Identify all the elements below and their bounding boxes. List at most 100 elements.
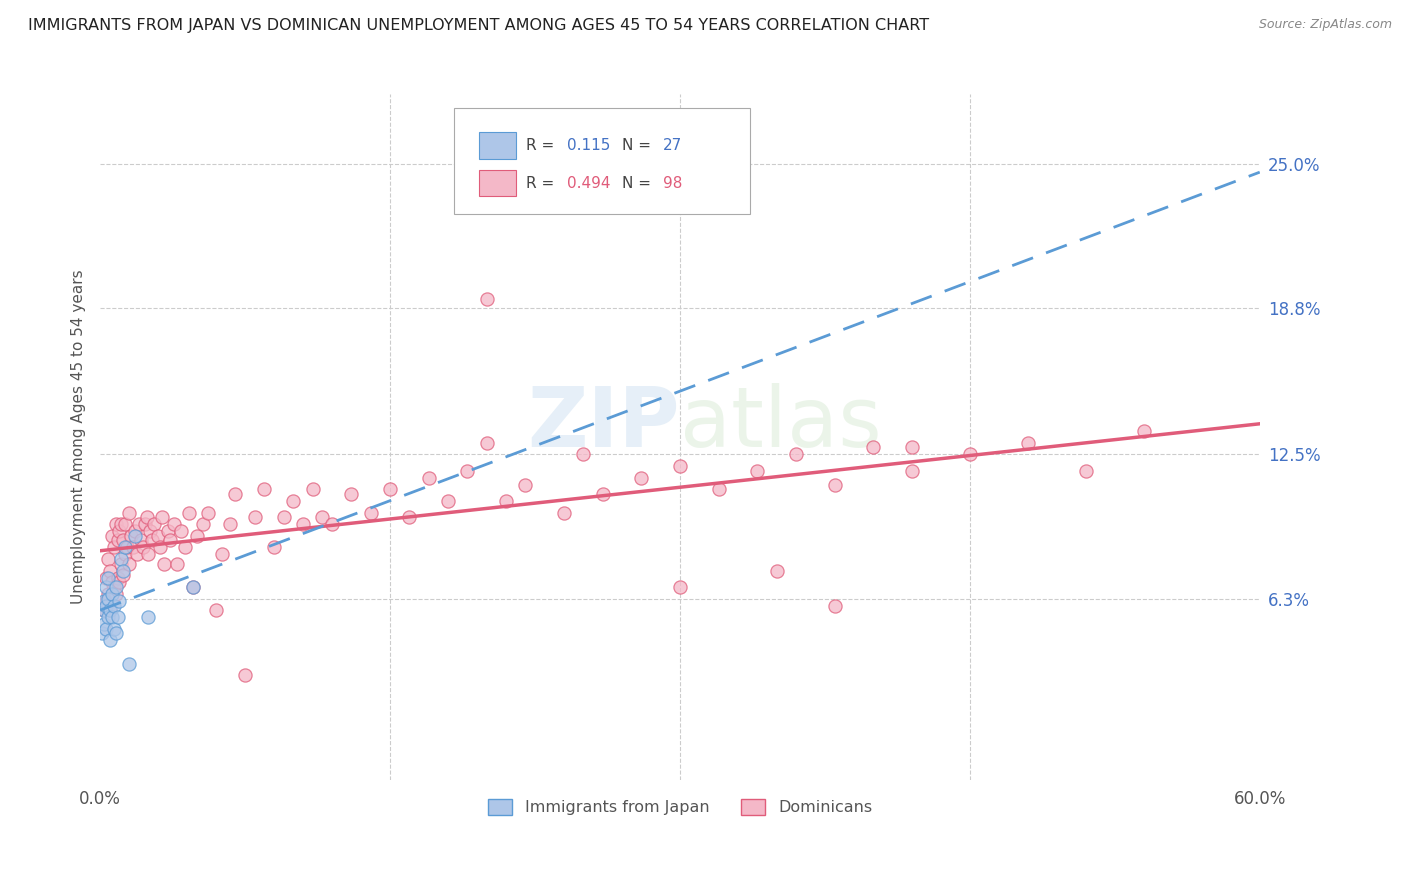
- Point: [112, 568, 135, 582]
- Point: [114, 517, 136, 532]
- Point: [104, 517, 127, 532]
- Text: atlas: atlas: [681, 383, 882, 464]
- Point: [553, 506, 575, 520]
- Point: [107, 533, 129, 548]
- Point: [94, 571, 117, 585]
- Point: [100, 610, 122, 624]
- Point: [1132, 424, 1154, 438]
- Point: [97, 587, 120, 601]
- Point: [263, 541, 285, 555]
- Point: [138, 548, 160, 562]
- Point: [159, 533, 181, 548]
- Point: [103, 622, 125, 636]
- Point: [862, 441, 884, 455]
- Point: [456, 464, 478, 478]
- Point: [205, 603, 228, 617]
- Point: [91, 626, 114, 640]
- Text: 98: 98: [662, 176, 682, 191]
- Point: [149, 541, 172, 555]
- Point: [824, 599, 846, 613]
- Text: N =: N =: [621, 176, 655, 191]
- Point: [97, 591, 120, 606]
- Point: [174, 541, 197, 555]
- Point: [630, 471, 652, 485]
- Point: [156, 524, 179, 538]
- Point: [191, 517, 214, 532]
- Point: [669, 458, 692, 473]
- Text: R =: R =: [526, 176, 558, 191]
- Point: [110, 552, 132, 566]
- Point: [97, 610, 120, 624]
- Point: [398, 510, 420, 524]
- Point: [110, 517, 132, 532]
- Point: [572, 447, 595, 461]
- Point: [122, 541, 145, 555]
- Text: Source: ZipAtlas.com: Source: ZipAtlas.com: [1258, 18, 1392, 31]
- Point: [138, 610, 160, 624]
- Point: [93, 617, 115, 632]
- Point: [785, 447, 807, 461]
- Point: [669, 580, 692, 594]
- Text: R =: R =: [526, 138, 558, 153]
- Point: [94, 599, 117, 613]
- Point: [143, 517, 166, 532]
- Point: [901, 441, 924, 455]
- Point: [135, 510, 157, 524]
- Point: [100, 575, 122, 590]
- Point: [93, 594, 115, 608]
- Point: [233, 668, 256, 682]
- Point: [150, 510, 173, 524]
- Point: [103, 580, 125, 594]
- Point: [114, 541, 136, 555]
- Point: [197, 506, 219, 520]
- Point: [107, 571, 129, 585]
- Point: [118, 506, 141, 520]
- Point: [108, 575, 131, 590]
- Point: [824, 477, 846, 491]
- Point: [124, 529, 146, 543]
- Point: [141, 533, 163, 548]
- Point: [1074, 464, 1097, 478]
- Point: [437, 494, 460, 508]
- Point: [224, 487, 246, 501]
- FancyBboxPatch shape: [479, 170, 516, 196]
- Point: [181, 580, 204, 594]
- Point: [112, 564, 135, 578]
- Point: [283, 494, 305, 508]
- Point: [104, 587, 127, 601]
- Point: [360, 506, 382, 520]
- Text: 27: 27: [662, 138, 682, 153]
- Point: [515, 477, 537, 491]
- Point: [707, 483, 730, 497]
- Point: [129, 533, 152, 548]
- Point: [181, 580, 204, 594]
- Legend: Immigrants from Japan, Dominicans: Immigrants from Japan, Dominicans: [479, 791, 880, 823]
- Point: [495, 494, 517, 508]
- Point: [139, 524, 162, 538]
- Point: [100, 587, 122, 601]
- Point: [93, 603, 115, 617]
- Point: [114, 548, 136, 562]
- Point: [94, 580, 117, 594]
- Point: [94, 622, 117, 636]
- Point: [103, 541, 125, 555]
- Point: [103, 599, 125, 613]
- Text: ZIP: ZIP: [527, 383, 681, 464]
- Point: [218, 517, 240, 532]
- FancyBboxPatch shape: [454, 108, 749, 214]
- Point: [273, 510, 295, 524]
- Point: [98, 603, 121, 617]
- Text: N =: N =: [621, 138, 655, 153]
- Point: [747, 464, 769, 478]
- Point: [153, 557, 176, 571]
- Point: [118, 557, 141, 571]
- Point: [97, 552, 120, 566]
- Point: [120, 529, 142, 543]
- Point: [124, 524, 146, 538]
- Point: [186, 529, 208, 543]
- Point: [98, 564, 121, 578]
- Point: [97, 571, 120, 585]
- Text: IMMIGRANTS FROM JAPAN VS DOMINICAN UNEMPLOYMENT AMONG AGES 45 TO 54 YEARS CORREL: IMMIGRANTS FROM JAPAN VS DOMINICAN UNEMP…: [28, 18, 929, 33]
- Point: [177, 506, 200, 520]
- Point: [100, 529, 122, 543]
